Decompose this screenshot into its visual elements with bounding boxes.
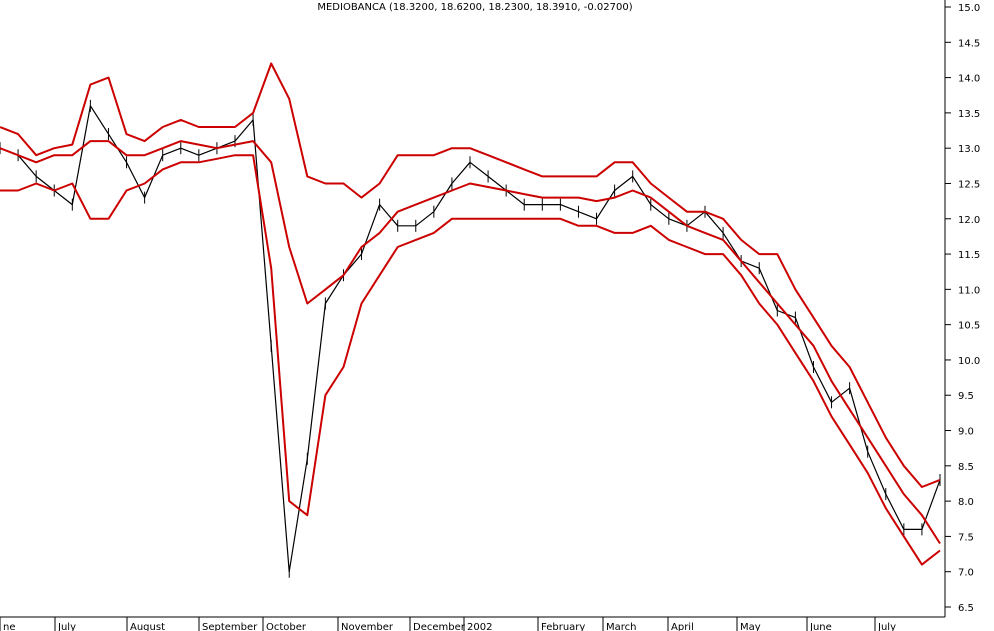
x-axis: ne July August September October November Dece… (0, 617, 896, 631)
upper-band-line (0, 62, 941, 488)
y-tick-label: 14.5 (958, 38, 980, 49)
lower-band-line (0, 154, 941, 566)
y-tick-label: 10.5 (958, 321, 980, 332)
x-tick-label: September (202, 622, 258, 631)
x-tick-label: May (740, 622, 761, 631)
y-tick-label: 8.5 (958, 462, 974, 473)
y-tick-label: 11.5 (958, 250, 980, 261)
y-tick-label: 8.0 (958, 497, 974, 508)
y-tick-label: 12.0 (958, 215, 980, 226)
y-tick-label: 13.0 (958, 144, 980, 155)
y-tick-label: 12.5 (958, 179, 980, 190)
x-tick-label: December (413, 622, 466, 631)
y-tick-label: 7.5 (958, 532, 974, 543)
x-tick-label: June (809, 622, 832, 631)
y-tick-label: 11.0 (958, 285, 980, 296)
y-tick-label: 9.5 (958, 391, 974, 402)
y-tick-label: 14.0 (958, 74, 980, 85)
x-tick-label: July (877, 622, 896, 631)
y-tick-label: 9.0 (958, 427, 974, 438)
y-tick-label: 13.5 (958, 109, 980, 120)
x-tick-label: November (341, 622, 394, 631)
x-tick-label: April (671, 622, 694, 631)
series-layer (0, 62, 941, 578)
x-tick-label: October (266, 622, 307, 631)
x-tick-label: 2002 (467, 622, 492, 631)
y-tick-label: 7.0 (958, 568, 974, 579)
x-tick-label: August (130, 622, 165, 631)
price-line (0, 105, 941, 573)
x-tick-label: July (57, 622, 76, 631)
y-tick-label: 15.0 (958, 3, 980, 14)
middle-band-line (0, 140, 941, 545)
x-tick-label: March (606, 622, 636, 631)
chart-title: MEDIOBANCA (18.3200, 18.6200, 18.2300, 1… (317, 2, 632, 13)
x-tick-label: February (541, 622, 585, 631)
y-tick-label: 10.0 (958, 356, 980, 367)
y-axis: 15.0 14.5 14.0 13.5 13.0 12.5 12.0 11.5 11.0 10.5… (945, 3, 980, 614)
x-tick-label: ne (3, 622, 16, 631)
y-tick-label: 6.5 (958, 603, 974, 614)
